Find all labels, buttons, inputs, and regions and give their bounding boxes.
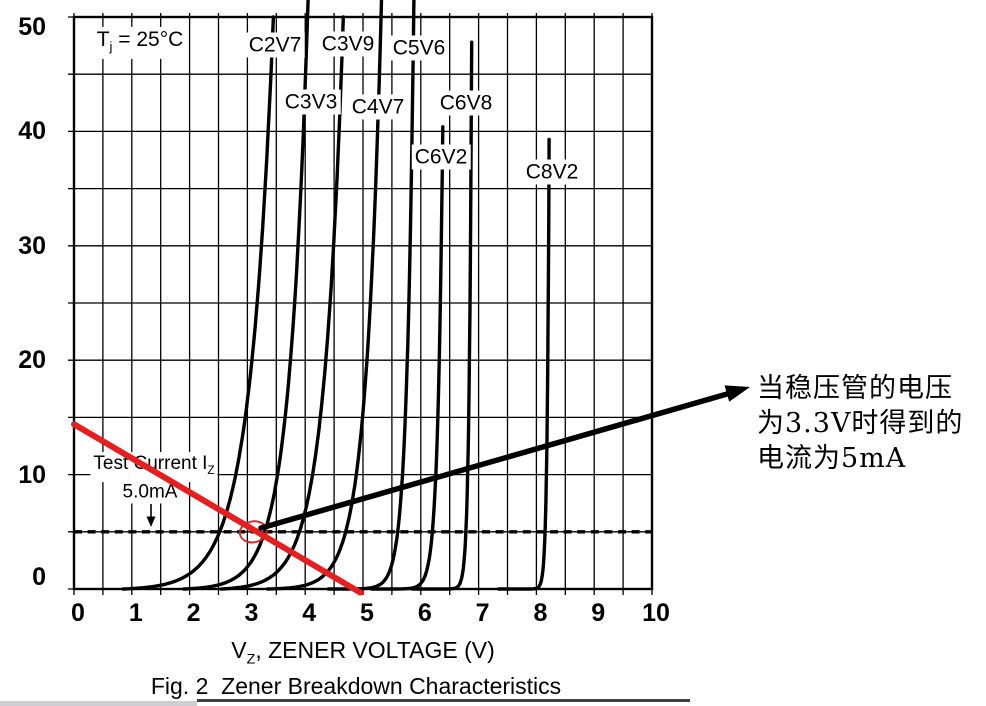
page-divider-rule	[197, 699, 690, 702]
x-axis-title-sub: Z	[246, 651, 256, 668]
annotation-line-2: 为3.3V时得到的	[757, 408, 964, 439]
curve-C2V7	[121, 15, 276, 591]
curve-C6V8	[410, 40, 474, 591]
window-edge-strip	[0, 701, 197, 706]
highlight-circle	[238, 520, 268, 544]
curve-C3V3	[182, 0, 310, 591]
annotation-text-block: 当稳压管的电压 为3.3V时得到的 电流为5mA	[757, 371, 963, 476]
curve-C6V2	[370, 125, 445, 591]
curve-C3V9	[219, 15, 345, 591]
x-axis-title-base: V	[231, 637, 247, 663]
curve-C8V2	[497, 137, 551, 591]
annotation-line-3: 电流为5mA	[757, 443, 907, 474]
load-line	[71, 421, 364, 596]
x-axis-title: VZ, ZENER VOLTAGE (V)	[231, 637, 494, 668]
annotation-arrow-shaft	[258, 391, 730, 531]
annotation-arrowhead	[724, 385, 750, 402]
figure-caption: Fig. 2 Zener Breakdown Characteristics	[150, 673, 562, 699]
test-current-pointer-arrowhead	[146, 516, 156, 527]
annotation-line-1: 当稳压管的电压	[757, 373, 953, 404]
x-axis-title-rest: , ZENER VOLTAGE (V)	[255, 637, 495, 663]
